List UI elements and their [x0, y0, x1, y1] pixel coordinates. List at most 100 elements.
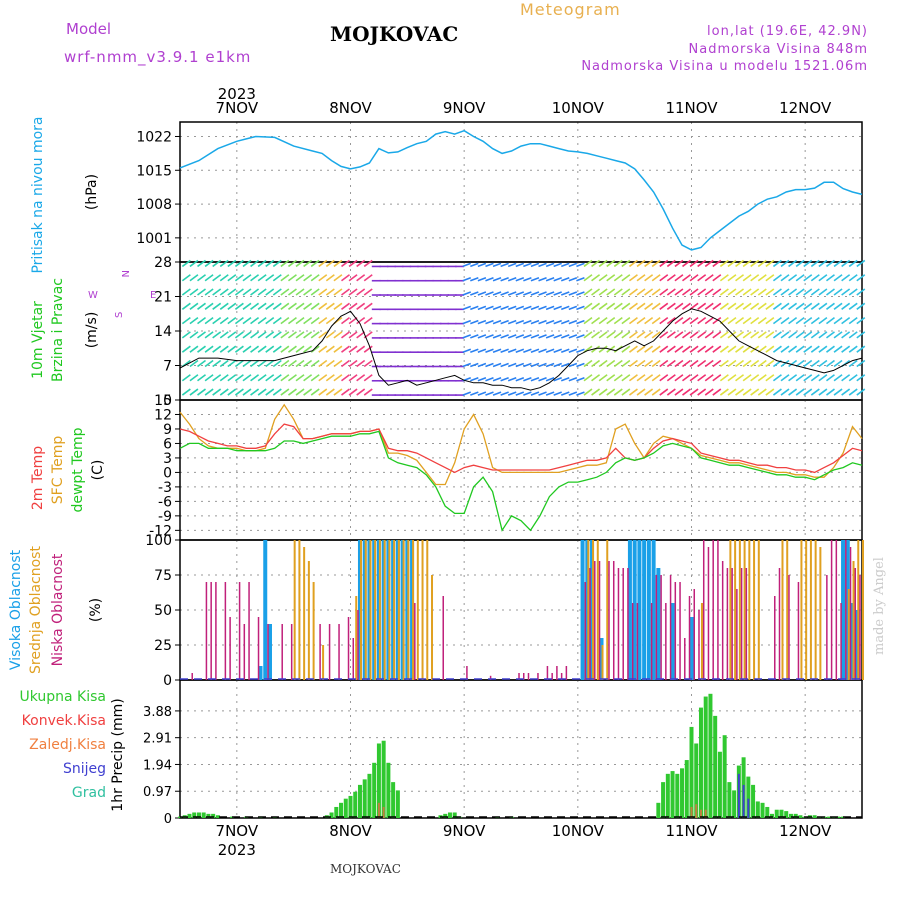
wind-barb: [704, 388, 714, 396]
wind-barb: [181, 359, 191, 368]
wind-barb: [197, 331, 207, 339]
wind-barb: [833, 345, 843, 353]
wind-barb: [841, 274, 851, 282]
wind-barb: [181, 288, 191, 296]
wind-barb: [568, 262, 578, 268]
y-tick-label: -6: [158, 494, 172, 510]
wind-barb: [242, 288, 252, 296]
cloud-bar: [688, 596, 691, 680]
cloud-bar: [854, 568, 857, 680]
wind-barb: [523, 276, 532, 282]
wind-barb: [788, 316, 798, 325]
wind-barb: [750, 316, 760, 325]
wind-barb: [310, 274, 320, 282]
precip-bar: [751, 784, 756, 818]
wind-barb: [523, 362, 532, 368]
wind-barb: [644, 345, 654, 353]
wind-barb: [644, 359, 654, 368]
wind-barb: [750, 302, 760, 310]
cloud-bar: [357, 610, 359, 680]
wind-barb: [553, 319, 562, 325]
wind-barb: [538, 377, 547, 382]
wind-barb: [765, 345, 775, 353]
wind-barb: [250, 259, 260, 268]
wind-barb: [598, 288, 608, 296]
wind-barb: [727, 259, 737, 268]
wind-barb: [659, 316, 669, 325]
wind-barb: [356, 359, 366, 368]
wind-barb: [591, 331, 601, 339]
wind-barb: [348, 274, 358, 282]
wind-barb: [553, 291, 562, 296]
wind-barb: [628, 331, 638, 339]
wind-barb: [636, 316, 646, 325]
wind-barb: [727, 288, 737, 296]
wind-barb: [530, 377, 540, 382]
wind-barb: [310, 359, 320, 368]
wind-barb: [795, 345, 805, 353]
cloud-bar: [743, 540, 746, 680]
wind-barb: [204, 259, 214, 268]
wind-barb: [470, 362, 479, 368]
wind-barb: [485, 262, 494, 268]
wind-barb: [833, 288, 843, 296]
wind-barb: [659, 302, 669, 310]
wind-barb: [250, 374, 260, 382]
wind-barb: [227, 259, 237, 268]
wind-barb: [795, 259, 805, 268]
wind-barb: [470, 348, 479, 353]
wind-barb: [674, 374, 684, 382]
cloud-bar: [565, 666, 568, 680]
wind-barb: [250, 316, 260, 325]
wind-barbs: [181, 259, 866, 396]
wind-barb: [234, 345, 244, 353]
wind-barb: [530, 291, 540, 296]
precip-bar: [391, 782, 396, 818]
precip-bar: [675, 773, 680, 818]
wind-barb: [795, 274, 805, 282]
wind-barb: [636, 259, 646, 268]
wind-barb: [636, 374, 646, 382]
wind-barb: [287, 359, 297, 368]
wind-barb: [780, 274, 790, 282]
wind-barb: [507, 362, 517, 368]
wind-barb: [591, 316, 601, 325]
wind-barb: [303, 331, 313, 339]
cloud-bar: [560, 673, 563, 680]
cloud-bar: [700, 603, 703, 680]
cloud-bar: [243, 624, 246, 680]
wind-barb: [666, 345, 676, 353]
wind-barb: [818, 374, 828, 382]
cloud-bar: [407, 540, 410, 680]
precip-bar: [192, 812, 197, 818]
cloud-bar: [740, 568, 743, 680]
cloud-bar: [594, 561, 596, 680]
wind-barb: [848, 374, 858, 382]
wind-barb: [189, 345, 199, 353]
wind-barb: [538, 348, 547, 353]
wind-barb: [197, 288, 207, 296]
wind-barb: [295, 302, 305, 310]
wind-barb: [538, 305, 547, 311]
wind-barb: [553, 276, 562, 282]
wind-barb: [227, 274, 237, 282]
wind-barb: [310, 288, 320, 296]
wind-barb: [644, 274, 654, 282]
wind-barb: [719, 259, 729, 268]
precip-bar: [334, 806, 339, 818]
cloud-bar: [781, 540, 784, 680]
wind-barb: [204, 274, 214, 282]
wind-barb: [598, 359, 608, 368]
wind-barb: [568, 276, 578, 282]
wind-barb: [682, 374, 691, 382]
cloud-bar: [745, 568, 748, 680]
wind-barb: [538, 319, 547, 325]
y-tick-label: 7: [163, 359, 172, 375]
wind-barb: [197, 316, 207, 325]
precip-bar: [836, 816, 841, 818]
precip-bar: [760, 802, 765, 818]
wind-barb: [227, 302, 237, 310]
wind-barb: [485, 305, 494, 311]
y-tick-label: 15: [154, 393, 172, 409]
wind-barb: [833, 259, 843, 268]
